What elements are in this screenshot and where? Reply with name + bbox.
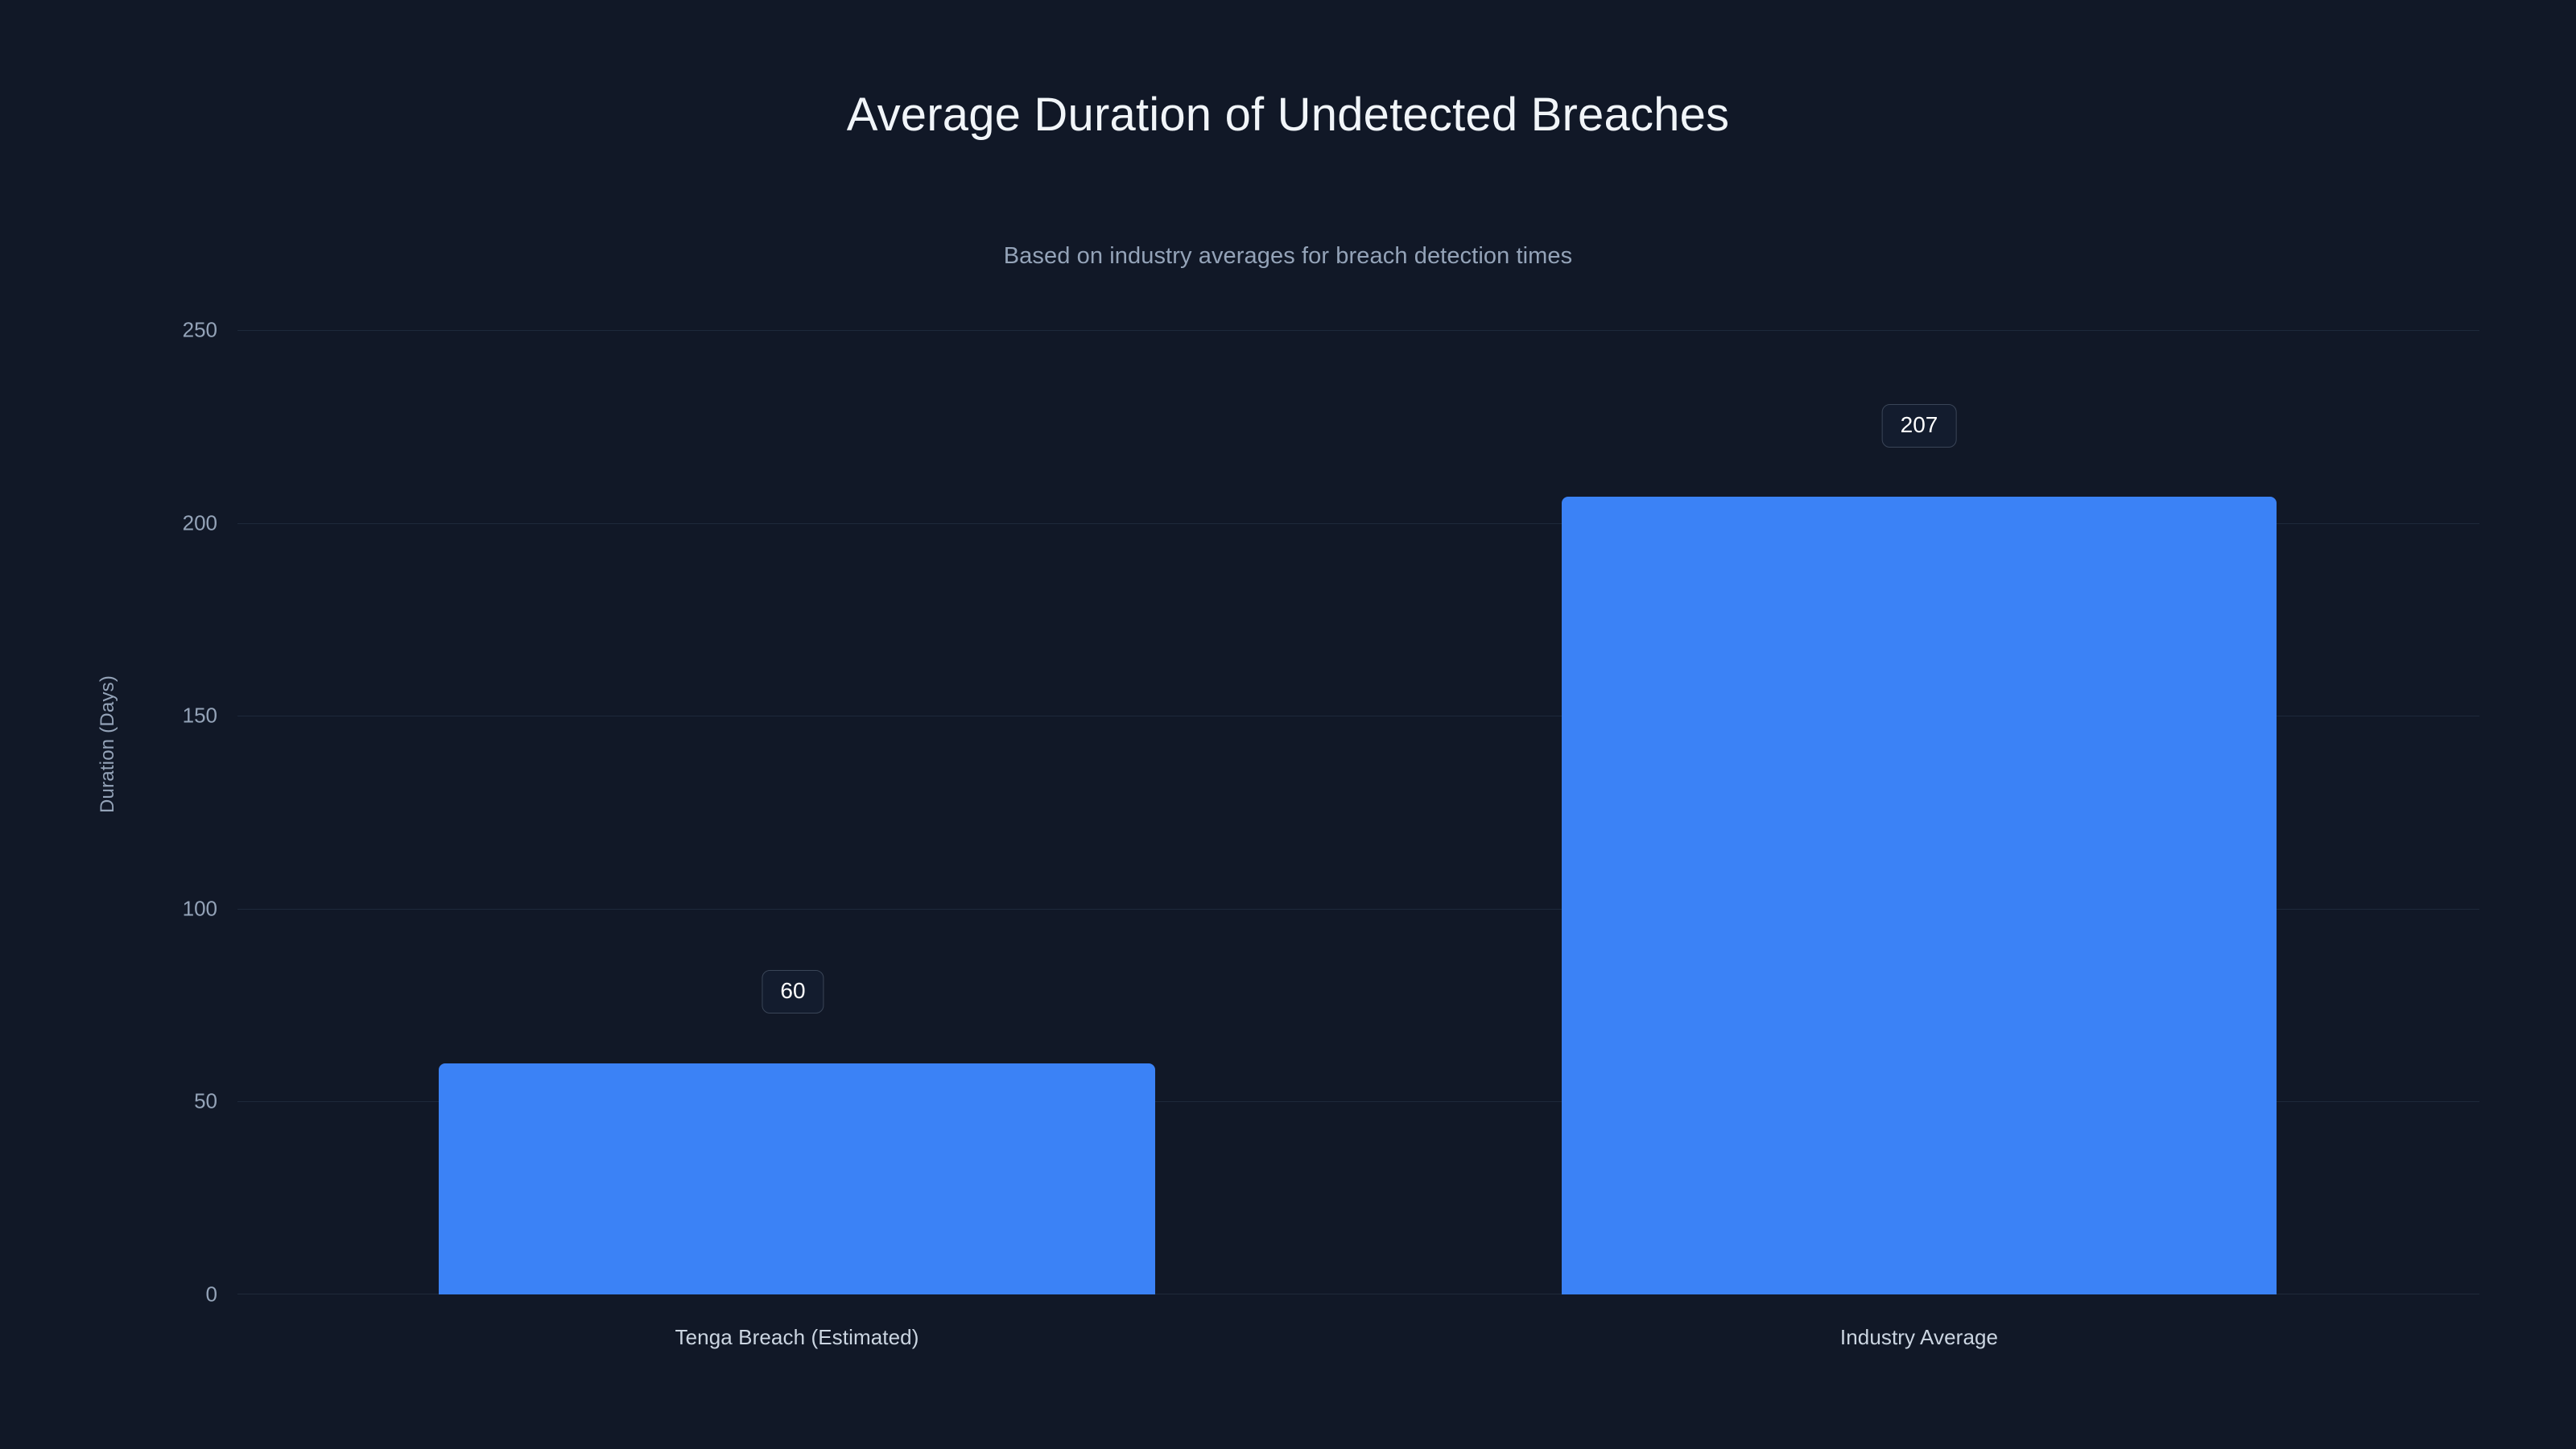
y-axis-tick-50: 50 xyxy=(194,1088,217,1113)
y-axis-tick-0: 0 xyxy=(205,1282,217,1307)
gridline-200 xyxy=(237,522,2479,524)
gridline-250 xyxy=(237,330,2479,331)
y-axis-tick-250: 250 xyxy=(182,317,217,342)
value-badge-tenga-breach-estimated: 60 xyxy=(762,970,824,1013)
gridline-100 xyxy=(237,908,2479,910)
y-axis-tick-100: 100 xyxy=(182,896,217,921)
x-axis-label-tenga-breach-estimated: Tenga Breach (Estimated) xyxy=(675,1325,919,1349)
bar-tenga-breach-estimated[interactable] xyxy=(439,1063,1155,1294)
gridline-50 xyxy=(237,1101,2479,1103)
y-axis-tick-200: 200 xyxy=(182,510,217,535)
y-axis-title: Duration (Days) xyxy=(97,675,118,813)
bar-industry-average[interactable] xyxy=(1562,496,2277,1294)
chart-title: Average Duration of Undetected Breaches xyxy=(846,89,1730,141)
y-axis-tick-150: 150 xyxy=(182,703,217,728)
value-badge-industry-average: 207 xyxy=(1881,404,1957,448)
chart-subtitle: Based on industry averages for breach de… xyxy=(1003,243,1573,269)
x-axis-label-industry-average: Industry Average xyxy=(1839,1325,1999,1349)
plot-area xyxy=(237,330,2479,1294)
